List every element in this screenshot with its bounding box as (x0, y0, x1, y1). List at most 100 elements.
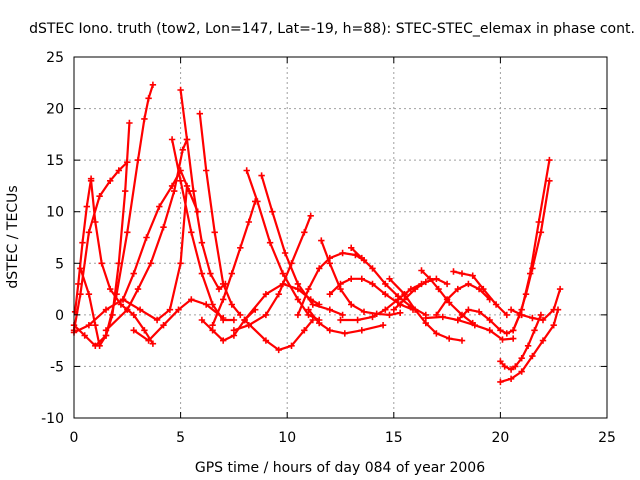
data-point (134, 156, 142, 164)
data-point (145, 337, 152, 344)
data-point (529, 352, 536, 360)
series-line (307, 308, 385, 335)
data-point (245, 218, 252, 226)
series-line (420, 269, 474, 325)
data-point (175, 306, 182, 313)
data-point (85, 291, 93, 298)
data-point (117, 301, 125, 308)
data-point (309, 316, 316, 324)
data-series (390, 275, 451, 313)
data-point (149, 81, 157, 88)
data-point (102, 327, 110, 334)
data-series (497, 311, 545, 373)
x-tick-label: 5 (176, 430, 185, 446)
data-point (262, 291, 270, 298)
data-point (458, 337, 466, 344)
data-point (422, 314, 429, 322)
data-point (309, 301, 316, 308)
y-tick-label: -10 (41, 411, 64, 427)
data-point (510, 327, 517, 334)
data-point (537, 311, 545, 319)
data-point (243, 167, 250, 174)
data-point (228, 270, 235, 277)
data-point (145, 95, 152, 102)
data-point (207, 270, 214, 277)
data-point (524, 342, 532, 349)
series-line (512, 179, 551, 332)
data-point (96, 342, 103, 349)
data-point (269, 208, 276, 215)
data-series-group (70, 81, 564, 386)
data-point (220, 337, 227, 344)
data-point (262, 311, 270, 319)
data-point (149, 340, 157, 347)
data-point (426, 275, 434, 282)
data-point (337, 316, 344, 324)
data-point (124, 229, 131, 236)
data-point (83, 203, 90, 210)
x-tick-label: 0 (70, 430, 79, 446)
data-point (79, 239, 86, 246)
data-point (369, 313, 376, 321)
data-point (510, 335, 517, 342)
y-axis-label: dSTEC / TECUs (5, 185, 21, 288)
data-point (188, 296, 195, 303)
data-point (501, 363, 508, 370)
series-line (328, 277, 415, 311)
data-point (512, 363, 519, 370)
data-point (134, 285, 142, 293)
data-point (294, 311, 302, 319)
data-point (382, 291, 389, 298)
data-point (401, 296, 408, 303)
series-line (198, 112, 242, 316)
data-point (188, 229, 195, 236)
data-point (339, 311, 346, 319)
y-tick-label: -5 (50, 359, 64, 375)
data-point (486, 327, 493, 334)
data-point (102, 306, 110, 313)
data-point (305, 306, 312, 313)
data-point (177, 260, 184, 267)
series-line (243, 318, 314, 351)
data-point (318, 237, 325, 244)
data-point (168, 136, 176, 143)
data-point (316, 301, 323, 308)
series-line (435, 282, 491, 316)
data-point (203, 167, 210, 174)
data-series (386, 275, 466, 344)
data-point (546, 156, 553, 164)
data-point (92, 322, 99, 329)
data-series (71, 175, 95, 315)
y-tick-label: 5 (55, 256, 64, 272)
data-point (230, 316, 238, 324)
data-point (115, 167, 122, 174)
data-point (454, 316, 461, 324)
data-series (77, 119, 133, 349)
data-point (348, 244, 355, 251)
data-point (454, 285, 461, 293)
data-point (535, 218, 542, 226)
data-point (465, 306, 472, 313)
data-point (499, 336, 506, 343)
data-point (435, 285, 442, 293)
data-point (326, 327, 333, 334)
data-point (130, 311, 137, 319)
data-point (258, 172, 265, 179)
data-point (507, 375, 515, 382)
data-point (369, 280, 376, 288)
data-point (386, 311, 393, 319)
data-point (507, 366, 515, 373)
data-point (275, 346, 282, 354)
data-point (211, 229, 218, 236)
data-series (130, 296, 227, 344)
data-point (160, 224, 167, 231)
data-point (75, 280, 82, 288)
data-point (136, 306, 144, 313)
y-tick-label: 10 (46, 205, 64, 221)
data-point (141, 115, 148, 123)
data-series (305, 306, 387, 337)
data-point (153, 316, 161, 324)
data-point (81, 332, 88, 339)
data-point (465, 280, 472, 288)
